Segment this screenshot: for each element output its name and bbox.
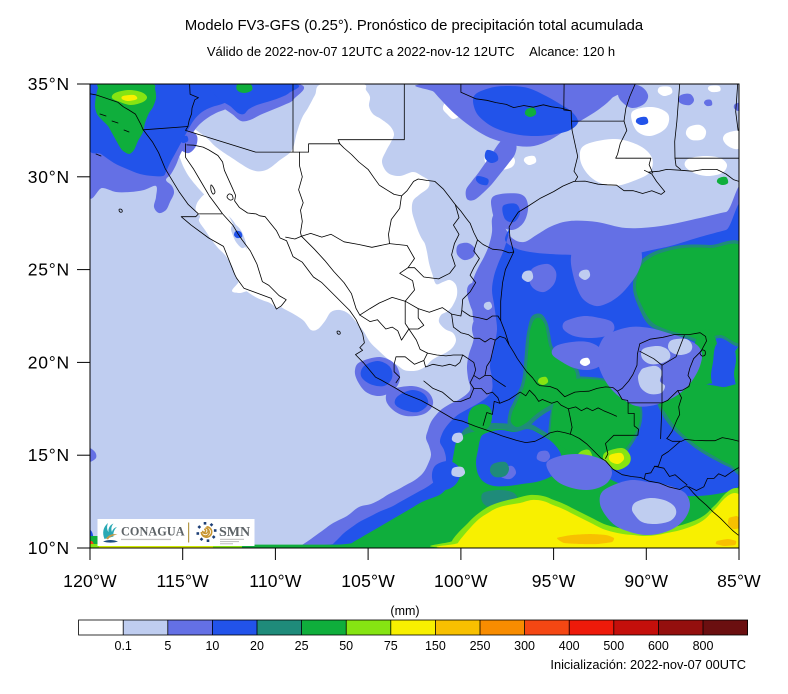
svg-text:105°W: 105°W [341, 571, 395, 591]
svg-text:35°N: 35°N [28, 74, 70, 94]
svg-text:5: 5 [164, 639, 171, 653]
svg-text:20: 20 [250, 639, 264, 653]
svg-text:100°W: 100°W [434, 571, 488, 591]
svg-text:300: 300 [514, 639, 535, 653]
svg-text:120°W: 120°W [63, 571, 117, 591]
svg-text:85°W: 85°W [717, 571, 761, 591]
svg-text:25: 25 [295, 639, 309, 653]
svg-text:50: 50 [339, 639, 353, 653]
svg-text:25°N: 25°N [28, 260, 70, 280]
svg-text:CONAGUA: CONAGUA [121, 525, 185, 539]
svg-text:150: 150 [425, 639, 446, 653]
svg-text:250: 250 [470, 639, 491, 653]
svg-text:15°N: 15°N [28, 445, 70, 465]
svg-text:110°W: 110°W [249, 571, 302, 591]
svg-text:600: 600 [648, 639, 669, 653]
svg-text:10: 10 [205, 639, 219, 653]
svg-text:SMN: SMN [219, 525, 250, 540]
svg-text:115°W: 115°W [156, 571, 209, 591]
svg-text:95°W: 95°W [532, 571, 576, 591]
svg-text:20°N: 20°N [28, 352, 70, 372]
svg-text:0.1: 0.1 [115, 639, 132, 653]
svg-text:30°N: 30°N [28, 167, 70, 187]
svg-text:500: 500 [603, 639, 624, 653]
svg-text:800: 800 [693, 639, 714, 653]
svg-text:90°W: 90°W [624, 571, 668, 591]
svg-text:75: 75 [384, 639, 398, 653]
svg-text:(mm): (mm) [390, 604, 419, 618]
svg-text:10°N: 10°N [28, 538, 70, 558]
svg-text:Modelo FV3-GFS (0.25°). Pronós: Modelo FV3-GFS (0.25°). Pronóstico de pr… [185, 18, 644, 34]
svg-text:400: 400 [559, 639, 580, 653]
svg-text:Válido de 2022-nov-07 12UTC a: Válido de 2022-nov-07 12UTC a 2022-nov-1… [207, 44, 615, 59]
svg-text:Inicialización: 2022-nov-07 00: Inicialización: 2022-nov-07 00UTC [550, 657, 746, 672]
